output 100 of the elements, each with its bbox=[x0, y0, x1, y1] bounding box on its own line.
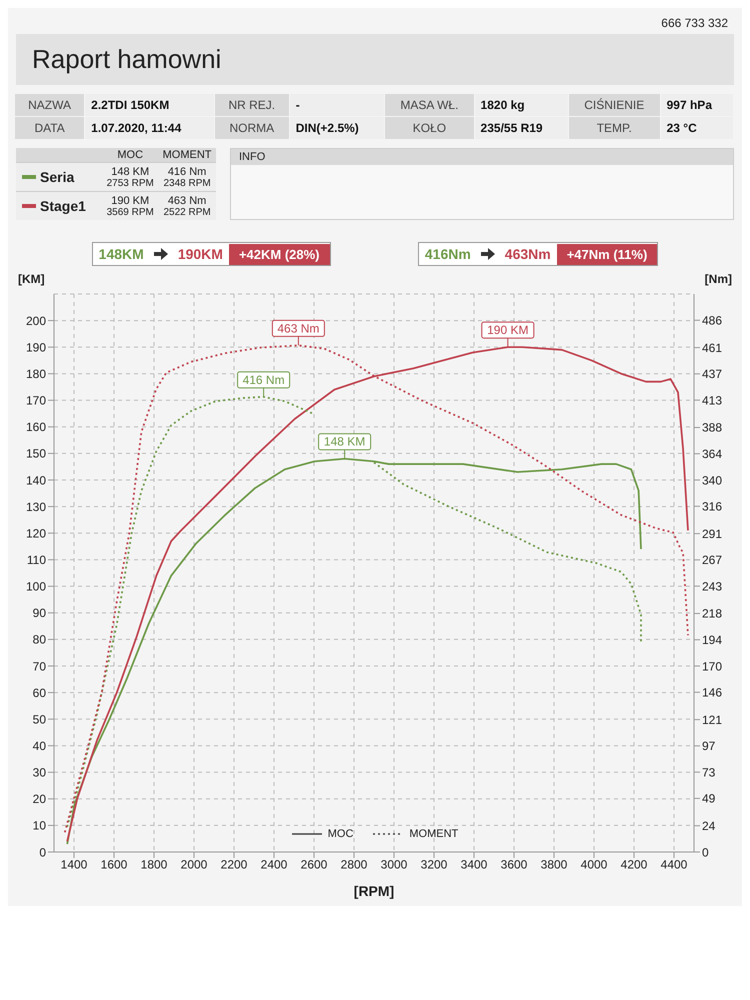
text: 190 KM bbox=[110, 194, 150, 206]
y2-axis-title: [Nm] bbox=[704, 272, 732, 286]
text: 3569 RPM bbox=[106, 206, 155, 218]
text: NORMA bbox=[214, 117, 289, 139]
text: 2753 RPM bbox=[106, 178, 155, 188]
text: 148 KM bbox=[110, 166, 150, 178]
text: 148KM bbox=[98, 245, 145, 264]
x-tick-label: 4200 bbox=[620, 858, 648, 872]
text: NR REJ. bbox=[214, 94, 289, 116]
x-tick-label: 3400 bbox=[460, 858, 488, 872]
x-tick-label: 3200 bbox=[420, 858, 448, 872]
y2-tick-label: 24 bbox=[702, 819, 716, 833]
text: 997 hPa bbox=[660, 94, 733, 116]
y-tick-label: 20 bbox=[32, 792, 46, 806]
y2-tick-label: 97 bbox=[702, 739, 716, 754]
legend-label: Seria bbox=[40, 169, 74, 185]
y-tick-label: 150 bbox=[26, 446, 46, 461]
y2-tick-label: 461 bbox=[702, 340, 722, 355]
x-tick-label: 1400 bbox=[60, 858, 88, 872]
text: +42KM (28%) bbox=[228, 244, 330, 264]
y-tick-label: 110 bbox=[26, 552, 46, 567]
text: 416 Nm bbox=[166, 166, 208, 178]
x-tick-label: 3600 bbox=[500, 858, 528, 872]
text: 190KM bbox=[176, 245, 224, 264]
text: 2348 RPM bbox=[162, 178, 212, 188]
text: KOŁO bbox=[385, 117, 474, 139]
y-tick-label: 40 bbox=[32, 738, 46, 753]
y-tick-label: 190 bbox=[26, 340, 46, 354]
x-tick-label: 4400 bbox=[660, 858, 688, 872]
y-axis-title: [KM] bbox=[18, 272, 45, 286]
legend-label: Stage1 bbox=[40, 198, 86, 214]
y-tick-label: 120 bbox=[26, 526, 46, 540]
x-tick-label: 3000 bbox=[380, 858, 408, 872]
text: +47Nm (11%) bbox=[556, 244, 658, 264]
y2-tick-label: 243 bbox=[702, 579, 722, 594]
x-tick-label: 1800 bbox=[140, 858, 168, 872]
text: DIN(+2.5%) bbox=[290, 117, 384, 139]
y2-tick-label: 0 bbox=[702, 845, 709, 860]
x-axis-title: [RPM] bbox=[354, 883, 394, 899]
y2-tick-label: 388 bbox=[702, 420, 722, 435]
y-tick-label: 80 bbox=[32, 632, 46, 647]
y-tick-label: 140 bbox=[26, 473, 46, 488]
text: - bbox=[290, 94, 384, 116]
text: DATA bbox=[15, 117, 84, 139]
data-label: 148 KM bbox=[324, 434, 366, 449]
x-tick-label: 2800 bbox=[340, 858, 368, 872]
y-tick-label: 30 bbox=[32, 766, 46, 780]
text: 235/55 R19 bbox=[474, 117, 568, 139]
chart-title: Raport hamowni bbox=[16, 34, 734, 85]
y-tick-label: 60 bbox=[32, 686, 46, 700]
text: INFO bbox=[231, 149, 733, 165]
x-tick-label: 2000 bbox=[180, 858, 208, 872]
x-tick-label: 1600 bbox=[100, 858, 128, 872]
x-tick-label: 2400 bbox=[260, 858, 288, 872]
text: 1820 kg bbox=[474, 94, 568, 116]
y2-tick-label: 121 bbox=[702, 712, 722, 727]
text: 463Nm bbox=[504, 245, 552, 264]
text: MASA WŁ. bbox=[385, 94, 474, 116]
x-tick-label: 2600 bbox=[300, 858, 328, 872]
x-tick-label: 3800 bbox=[540, 858, 568, 872]
text: CIŚNIENIE bbox=[568, 94, 660, 116]
text: 2522 RPM bbox=[162, 206, 212, 218]
y-tick-label: 50 bbox=[32, 712, 46, 726]
y-tick-label: 130 bbox=[26, 500, 46, 514]
y2-tick-label: 194 bbox=[702, 633, 722, 647]
y2-tick-label: 340 bbox=[702, 473, 722, 488]
y2-tick-label: 73 bbox=[702, 765, 716, 780]
y2-tick-label: 218 bbox=[702, 606, 722, 621]
text: 416Nm bbox=[424, 245, 472, 264]
annotation: MOC bbox=[326, 828, 354, 840]
y2-tick-label: 316 bbox=[702, 500, 722, 514]
text: NAZWA bbox=[15, 94, 84, 116]
y2-tick-label: 437 bbox=[702, 367, 722, 382]
data-label: 463 Nm bbox=[277, 321, 320, 336]
y2-tick-label: 486 bbox=[702, 314, 722, 328]
text: 23 °C bbox=[660, 117, 733, 139]
y2-tick-label: 49 bbox=[702, 792, 716, 806]
y-tick-label: 90 bbox=[32, 606, 46, 620]
y2-tick-label: 170 bbox=[702, 659, 722, 674]
x-tick-label: 2200 bbox=[220, 858, 248, 872]
y2-tick-label: 291 bbox=[702, 526, 722, 541]
annotation: MOMENT bbox=[408, 828, 458, 840]
y2-tick-label: 267 bbox=[702, 553, 722, 568]
text: 1.07.2020, 11:44 bbox=[85, 117, 214, 139]
y-tick-label: 160 bbox=[26, 420, 46, 434]
y2-tick-label: 146 bbox=[702, 686, 722, 700]
text: 2.2TDI 150KM bbox=[85, 94, 214, 116]
text: 666 733 332 bbox=[660, 15, 729, 32]
y-tick-label: 170 bbox=[26, 394, 46, 408]
y2-tick-label: 413 bbox=[702, 393, 722, 408]
y-tick-label: 10 bbox=[32, 818, 46, 833]
y-tick-label: 180 bbox=[26, 366, 46, 381]
x-tick-label: 4000 bbox=[580, 858, 608, 872]
text: 463 Nm bbox=[166, 194, 208, 206]
y-tick-label: 100 bbox=[26, 580, 46, 594]
y-tick-label: 0 bbox=[39, 845, 46, 860]
data-label: 416 Nm bbox=[242, 372, 285, 387]
text: TEMP. bbox=[568, 117, 660, 139]
data-label: 190 KM bbox=[487, 323, 528, 338]
y-tick-label: 200 bbox=[26, 314, 46, 328]
